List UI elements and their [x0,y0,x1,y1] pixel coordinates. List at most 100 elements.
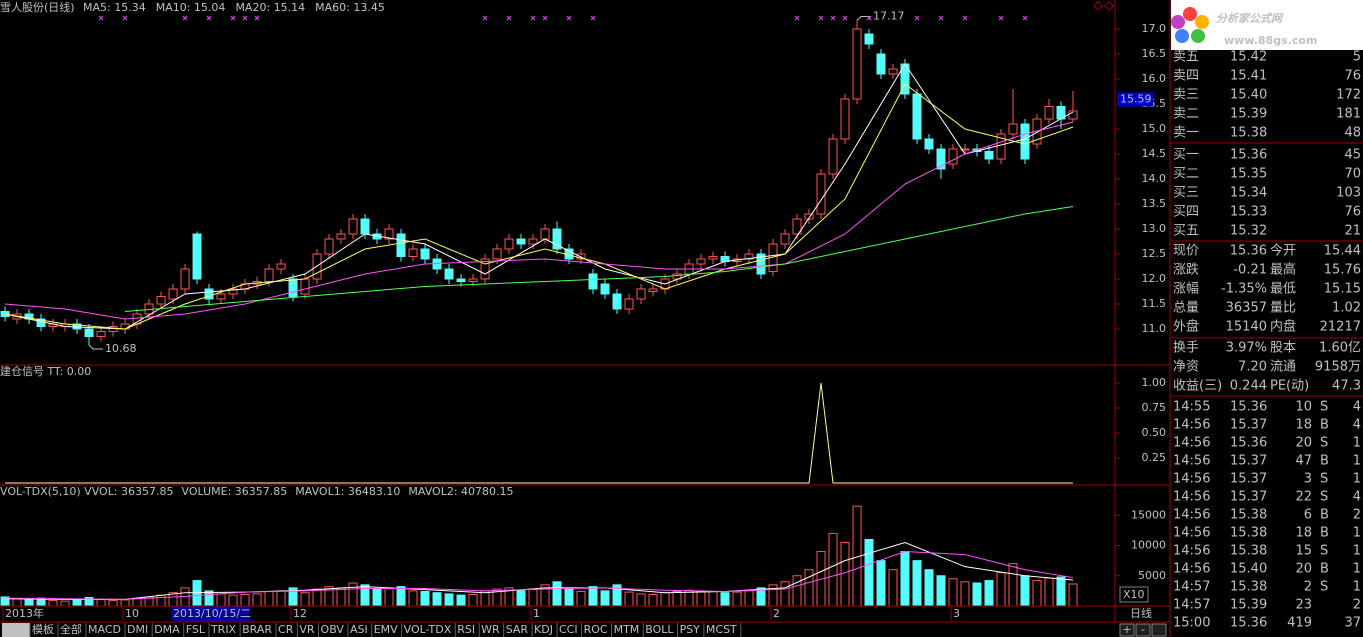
candle-body [276,263,286,270]
trade-time: 15:00 [1173,616,1210,631]
zoom-box [1119,586,1149,603]
indicator-line [5,382,1074,484]
book-label: 买五 [1173,224,1199,239]
tab[interactable]: BOLL [645,623,674,636]
volume-bar [408,590,418,607]
tab[interactable]: TRIX [210,623,237,636]
candle-body [180,268,190,290]
candle-body [300,278,310,295]
volume-bar [720,592,730,607]
stat-label: 净资 [1173,360,1199,375]
tab[interactable]: PSY [680,623,701,636]
volume-bar [624,591,634,607]
candle-body [552,228,562,250]
tab[interactable]: CR [278,623,294,636]
candle-body [840,98,850,140]
trade-time: 14:56 [1173,472,1210,487]
signal-cross [530,15,536,21]
book-price: 15.33 [1230,205,1267,220]
tab[interactable]: 模板 [32,622,54,636]
volume-bar [840,541,850,607]
tab[interactable]: MCST [706,623,737,636]
candle-body [780,233,790,245]
book-price: 15.42 [1230,50,1267,65]
tab[interactable]: DMA [154,623,180,636]
tab[interactable]: ASI [350,623,368,636]
trade-price: 15.38 [1230,508,1267,523]
volume-bar [420,590,430,607]
candle-body [948,148,958,165]
button[interactable] [1119,623,1135,637]
book-volume: 21 [1344,224,1361,239]
volume-bar [432,592,442,607]
tab[interactable]: MACD [88,623,121,636]
volume-bar [300,592,310,607]
tab[interactable]: BRAR [242,623,272,636]
tab[interactable]: KDJ [534,623,553,636]
chart-title: 雪人股份(日线) [0,0,75,14]
tab[interactable]: VR [299,623,315,636]
trade-side: S [1320,580,1328,595]
legend-entry: MA5: 15.34 [83,1,146,14]
volume-bar [216,593,226,607]
tab[interactable]: ROC [584,623,608,636]
trade-volume: 10 [1295,400,1312,415]
tab[interactable]: SAR [506,623,529,636]
book-volume: 181 [1336,107,1361,122]
volume-bar [468,594,478,607]
book-label: 卖二 [1173,107,1199,122]
signal-cross [506,15,512,21]
candle-body [444,268,454,280]
x-tick-label: 1 [533,607,540,620]
candle-body [84,328,94,337]
button-label[interactable]: - [1141,623,1145,636]
x-tick-label: 10 [125,607,139,620]
tab[interactable]: MTM [614,623,640,636]
volume-bar [936,575,946,607]
volume-bar [132,598,142,607]
indicator-line [4,63,1074,330]
tab[interactable]: RSI [457,623,475,636]
stat-label: 收益(三) [1173,379,1222,394]
book-label: 卖一 [1173,126,1199,141]
candle-body [360,218,370,235]
stat-value: 21217 [1320,320,1361,335]
candle-body [804,213,814,220]
button-label[interactable]: + [1122,623,1131,636]
candle-body [480,258,490,280]
tab[interactable]: WR [481,623,500,636]
volume-bar [876,560,886,607]
button[interactable] [1151,623,1167,637]
candle-body [492,248,502,260]
tab[interactable]: 全部 [60,622,82,636]
tab[interactable]: 指标 [4,622,26,636]
legend-entry: MA60: 13.45 [315,1,385,14]
candle-body [96,331,106,337]
trade-time: 14:56 [1173,418,1210,433]
tab[interactable]: FSL [186,623,206,636]
tab[interactable]: OBV [321,623,345,636]
volume-bar [384,587,394,607]
x-tick-label: 2013年 [5,606,44,620]
volume-bar [60,600,70,607]
tab[interactable]: VOL-TDX [404,623,452,636]
signal-cross [818,15,824,21]
y-tick-label: 15.0 [1142,122,1167,135]
logo-petal [1183,7,1197,21]
legend-entry: MA10: 15.04 [156,1,226,14]
tab[interactable]: DMI [127,623,148,636]
stat-label: 涨幅 [1173,282,1199,297]
candle-body [216,293,226,300]
book-volume: 48 [1344,126,1361,141]
candle-body [1020,123,1030,160]
candle-body [984,151,994,160]
button[interactable] [1135,623,1151,637]
stat-value: 1.60亿 [1319,341,1361,356]
volume-bar [96,598,106,607]
volume-bar [948,578,958,607]
tab[interactable]: EMV [374,623,398,636]
tab[interactable]: CCI [559,623,578,636]
y-tick-label: 13.0 [1142,222,1167,235]
volume-bar [48,600,58,607]
candle-body [696,258,706,265]
